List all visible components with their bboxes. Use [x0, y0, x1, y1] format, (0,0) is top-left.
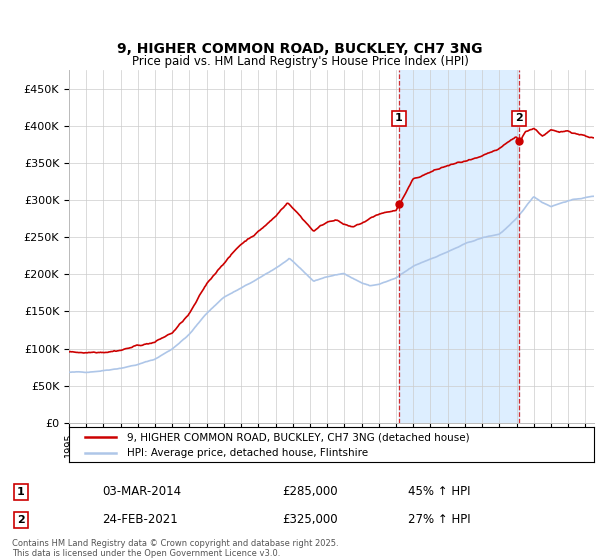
Text: 9, HIGHER COMMON ROAD, BUCKLEY, CH7 3NG: 9, HIGHER COMMON ROAD, BUCKLEY, CH7 3NG — [117, 42, 483, 56]
Text: 2: 2 — [17, 515, 25, 525]
Text: £285,000: £285,000 — [282, 485, 338, 498]
Text: 1: 1 — [17, 487, 25, 497]
Text: Price paid vs. HM Land Registry's House Price Index (HPI): Price paid vs. HM Land Registry's House … — [131, 55, 469, 68]
Text: 1: 1 — [395, 113, 403, 123]
Text: 27% ↑ HPI: 27% ↑ HPI — [408, 513, 470, 526]
Text: 2: 2 — [515, 113, 523, 123]
Text: £325,000: £325,000 — [282, 513, 338, 526]
Text: Contains HM Land Registry data © Crown copyright and database right 2025.
This d: Contains HM Land Registry data © Crown c… — [12, 539, 338, 558]
Text: HPI: Average price, detached house, Flintshire: HPI: Average price, detached house, Flin… — [127, 449, 368, 458]
Text: 45% ↑ HPI: 45% ↑ HPI — [408, 485, 470, 498]
Text: 24-FEB-2021: 24-FEB-2021 — [102, 513, 178, 526]
Text: 03-MAR-2014: 03-MAR-2014 — [102, 485, 181, 498]
Bar — [399, 70, 519, 423]
Text: 9, HIGHER COMMON ROAD, BUCKLEY, CH7 3NG (detached house): 9, HIGHER COMMON ROAD, BUCKLEY, CH7 3NG … — [127, 432, 469, 442]
